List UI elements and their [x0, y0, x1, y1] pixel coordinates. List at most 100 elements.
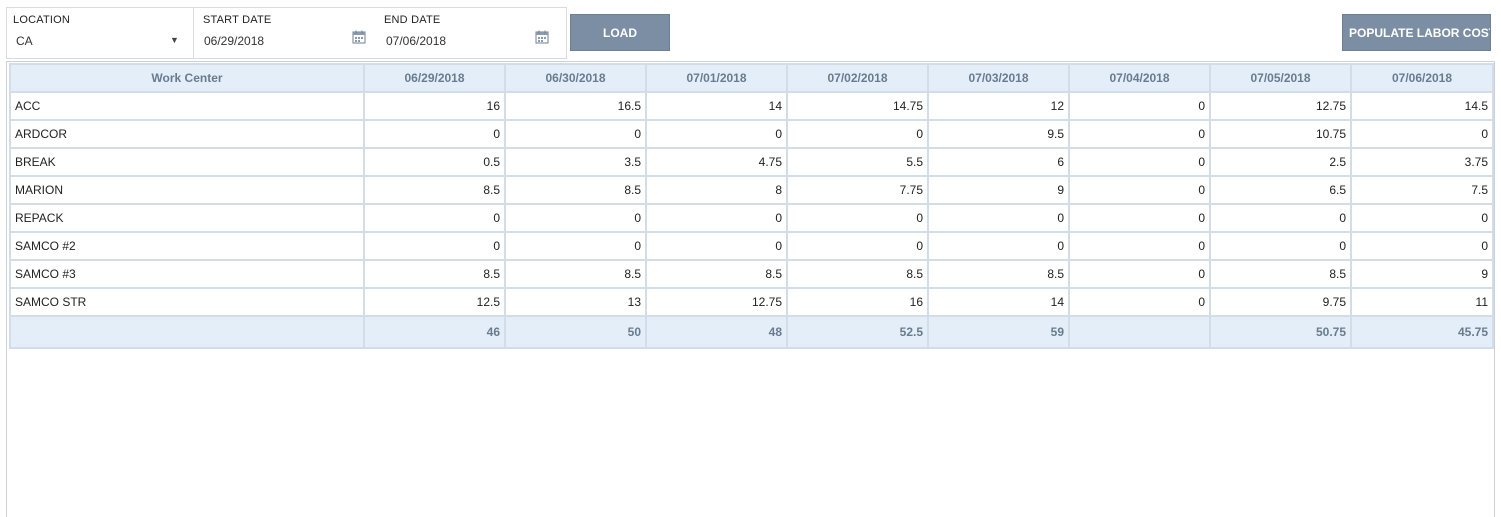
hours-cell[interactable]: 9 [1350, 259, 1494, 289]
hours-cell[interactable]: 8.5 [363, 259, 506, 289]
hours-cell[interactable]: 0 [504, 119, 647, 149]
hours-cell[interactable]: 6.5 [1209, 175, 1352, 205]
hours-cell[interactable]: 0 [1068, 231, 1211, 261]
hours-cell[interactable]: 0 [1068, 147, 1211, 177]
work-center-cell: SAMCO #3 [9, 259, 365, 289]
hours-cell[interactable]: 8.5 [504, 259, 647, 289]
hours-cell[interactable]: 0 [363, 231, 506, 261]
column-header-date[interactable]: 07/04/2018 [1068, 63, 1211, 93]
hours-cell[interactable]: 9 [927, 175, 1070, 205]
location-label: LOCATION [13, 14, 71, 26]
hours-cell[interactable]: 0 [786, 231, 929, 261]
hours-cell[interactable]: 0 [1068, 175, 1211, 205]
hours-cell[interactable]: 14.5 [1350, 91, 1494, 121]
hours-cell[interactable]: 0 [1068, 119, 1211, 149]
table-row[interactable]: BREAK 0.5 3.5 4.75 5.5 6 0 2.5 3.75 [9, 147, 1494, 177]
hours-cell[interactable]: 0 [645, 119, 788, 149]
end-date-input[interactable]: 07/06/2018 [386, 34, 447, 48]
hours-cell[interactable]: 4.75 [645, 147, 788, 177]
hours-cell[interactable]: 0 [1209, 231, 1352, 261]
hours-cell[interactable]: 0 [504, 231, 647, 261]
hours-cell[interactable]: 0 [1068, 259, 1211, 289]
hours-cell[interactable]: 8.5 [504, 175, 647, 205]
hours-cell[interactable]: 10.75 [1209, 119, 1352, 149]
hours-cell[interactable]: 3.75 [1350, 147, 1494, 177]
table-row[interactable]: ACC 16 16.5 14 14.75 12 0 12.75 14.5 [9, 91, 1494, 121]
populate-labor-cost-button[interactable]: POPULATE LABOR COST [1342, 14, 1491, 51]
hours-cell[interactable]: 12.5 [363, 287, 506, 317]
hours-cell[interactable]: 16 [786, 287, 929, 317]
column-header-date[interactable]: 06/29/2018 [363, 63, 506, 93]
location-select-value[interactable]: CA [16, 34, 33, 48]
hours-cell[interactable]: 14.75 [786, 91, 929, 121]
table-row[interactable]: SAMCO #3 8.5 8.5 8.5 8.5 8.5 0 8.5 9 [9, 259, 1494, 289]
hours-cell[interactable]: 0 [645, 231, 788, 261]
hours-cell[interactable]: 0 [1068, 287, 1211, 317]
hours-cell[interactable]: 14 [645, 91, 788, 121]
hours-cell[interactable]: 0 [1068, 203, 1211, 233]
hours-cell[interactable]: 16 [363, 91, 506, 121]
hours-cell[interactable]: 9.5 [927, 119, 1070, 149]
hours-cell[interactable]: 0 [786, 119, 929, 149]
hours-cell[interactable]: 0 [1350, 119, 1494, 149]
column-header-date[interactable]: 07/02/2018 [786, 63, 929, 93]
hours-cell[interactable]: 7.75 [786, 175, 929, 205]
total-cell: 50.75 [1209, 315, 1352, 349]
hours-cell[interactable]: 0.5 [363, 147, 506, 177]
hours-cell[interactable]: 12 [927, 91, 1070, 121]
hours-cell[interactable]: 9.75 [1209, 287, 1352, 317]
hours-cell[interactable]: 14 [927, 287, 1070, 317]
hours-cell[interactable]: 0 [504, 203, 647, 233]
table-row[interactable]: SAMCO #2 0 0 0 0 0 0 0 0 [9, 231, 1494, 261]
hours-cell[interactable]: 12.75 [1209, 91, 1352, 121]
total-cell: 46 [363, 315, 506, 349]
calendar-icon[interactable] [535, 30, 549, 44]
hours-cell[interactable]: 8.5 [786, 259, 929, 289]
hours-cell[interactable]: 0 [1209, 203, 1352, 233]
hours-cell[interactable]: 5.5 [786, 147, 929, 177]
table-row[interactable]: SAMCO STR 12.5 13 12.75 16 14 0 9.75 11 [9, 287, 1494, 317]
hours-cell[interactable]: 8 [645, 175, 788, 205]
column-header-date[interactable]: 06/30/2018 [504, 63, 647, 93]
work-center-cell: SAMCO STR [9, 287, 365, 317]
hours-cell[interactable]: 8.5 [645, 259, 788, 289]
hours-cell[interactable]: 0 [1350, 231, 1494, 261]
column-header-date[interactable]: 07/05/2018 [1209, 63, 1352, 93]
column-header-work-center[interactable]: Work Center [9, 63, 365, 93]
start-date-input[interactable]: 06/29/2018 [204, 34, 265, 48]
column-header-date[interactable]: 07/06/2018 [1350, 63, 1494, 93]
hours-cell[interactable]: 0 [1350, 203, 1494, 233]
hours-cell[interactable]: 13 [504, 287, 647, 317]
hours-cell[interactable]: 0 [927, 231, 1070, 261]
chevron-down-icon[interactable]: ▼ [170, 35, 179, 45]
start-date-label: START DATE [203, 14, 272, 26]
hours-cell[interactable]: 16.5 [504, 91, 647, 121]
hours-cell[interactable]: 12.75 [645, 287, 788, 317]
load-button[interactable]: LOAD [570, 14, 670, 51]
hours-cell[interactable]: 8.5 [1209, 259, 1352, 289]
end-date-label: END DATE [384, 14, 441, 26]
hours-cell[interactable]: 7.5 [1350, 175, 1494, 205]
hours-cell[interactable]: 0 [786, 203, 929, 233]
hours-cell[interactable]: 0 [1068, 91, 1211, 121]
total-cell: 50 [504, 315, 647, 349]
total-cell: 59 [927, 315, 1070, 349]
location-filter[interactable]: LOCATION CA ▼ [6, 7, 194, 59]
column-header-date[interactable]: 07/01/2018 [645, 63, 788, 93]
hours-cell[interactable]: 0 [363, 203, 506, 233]
column-header-date[interactable]: 07/03/2018 [927, 63, 1070, 93]
calendar-icon[interactable] [352, 30, 366, 44]
hours-cell[interactable]: 6 [927, 147, 1070, 177]
hours-cell[interactable]: 0 [927, 203, 1070, 233]
hours-cell[interactable]: 0 [645, 203, 788, 233]
hours-cell[interactable]: 8.5 [363, 175, 506, 205]
hours-cell[interactable]: 11 [1350, 287, 1494, 317]
hours-cell[interactable]: 8.5 [927, 259, 1070, 289]
hours-cell[interactable]: 0 [363, 119, 506, 149]
table-row[interactable]: MARION 8.5 8.5 8 7.75 9 0 6.5 7.5 [9, 175, 1494, 205]
table-row[interactable]: ARDCOR 0 0 0 0 9.5 0 10.75 0 [9, 119, 1494, 149]
hours-cell[interactable]: 3.5 [504, 147, 647, 177]
hours-cell[interactable]: 2.5 [1209, 147, 1352, 177]
table-row[interactable]: REPACK 0 0 0 0 0 0 0 0 [9, 203, 1494, 233]
totals-row: 46 50 48 52.5 59 50.75 45.75 [9, 315, 1494, 349]
